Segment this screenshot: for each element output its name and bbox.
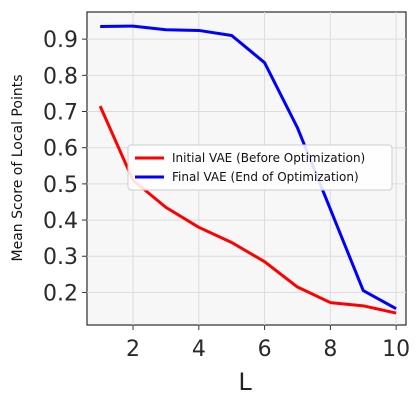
y-tick-label: 0.7 [43, 101, 78, 126]
legend-box [127, 144, 393, 191]
x-tick-label: 2 [126, 337, 140, 362]
y-tick-label: 0.9 [43, 28, 78, 53]
x-tick-label: 6 [258, 337, 272, 362]
y-axis-label: Mean Score of Local Points [10, 75, 26, 262]
y-tick-label: 0.5 [43, 173, 78, 198]
y-tick-label: 0.6 [43, 137, 78, 162]
y-tick-label: 0.2 [43, 281, 78, 306]
y-tick-label: 0.4 [43, 209, 78, 234]
y-tick-label: 0.3 [43, 245, 78, 270]
y-tick-label: 0.8 [43, 64, 78, 89]
legend-label-initial-vae: Initial VAE (Before Optimization) [172, 151, 365, 165]
x-tick-label: 4 [192, 337, 206, 362]
axis-ticks: 0.2 0.3 0.4 0.5 0.6 0.7 0.8 0.9 2 4 6 8 10 [43, 28, 410, 362]
series-line-initial-vae [98, 105, 397, 315]
series-line-final-vae [100, 24, 397, 311]
x-tick-label: 8 [323, 337, 337, 362]
x-axis-label: L [238, 368, 252, 396]
legend: Initial VAE (Before Optimization) Final … [127, 144, 393, 191]
series-lines [98, 24, 397, 315]
x-tick-label: 10 [382, 337, 410, 362]
legend-label-final-vae: Final VAE (End of Optimization) [172, 170, 359, 184]
